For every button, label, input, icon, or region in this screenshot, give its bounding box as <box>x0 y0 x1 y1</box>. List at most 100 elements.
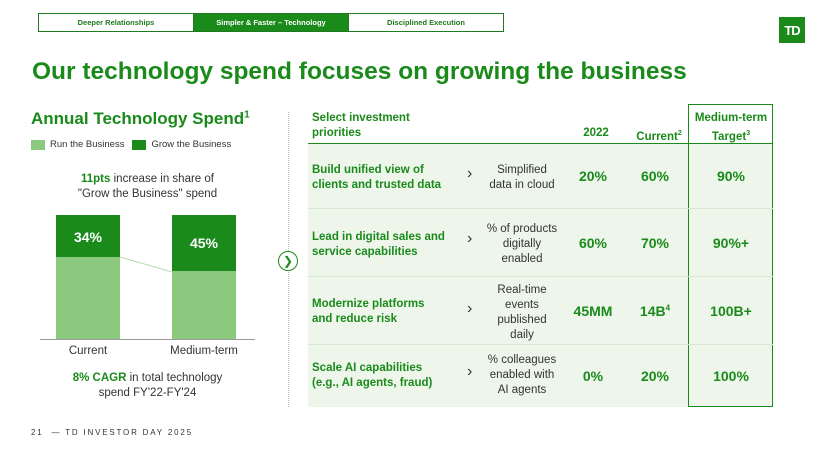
row-3-priority: Modernize platforms and reduce risk <box>312 297 424 327</box>
footer-text: — TD INVESTOR DAY 2025 <box>51 428 193 437</box>
row-2-metric-line-1: % of products <box>486 223 558 235</box>
row-4-priority-line-2: (e.g., AI agents, fraud) <box>312 377 433 389</box>
footer: 21 — TD INVESTOR DAY 2025 <box>31 428 193 437</box>
row-4-metric-line-2: enabled with <box>489 369 555 381</box>
header-current: Current2 <box>629 126 689 145</box>
header-target-footnote: 3 <box>746 130 751 137</box>
chevron-right-icon: › <box>467 230 473 247</box>
tab-deeper-relationships[interactable]: Deeper Relationships <box>39 14 194 31</box>
row-2-metric-line-3: enabled <box>501 253 543 265</box>
cagr-text-2: spend FY'22-FY'24 <box>98 387 197 399</box>
row-4-target: 100% <box>713 368 749 384</box>
row-2-priority-line-1: Lead in digital sales and <box>312 231 445 243</box>
row-4-priority-line-1: Scale AI capabilities <box>312 362 423 374</box>
row-1-current: 60% <box>640 168 670 184</box>
row-divider <box>308 276 773 277</box>
bar-current: 34% <box>56 215 120 339</box>
row-3-metric: Real-time events published daily <box>483 283 561 343</box>
cagr-highlight: 8% CAGR <box>72 372 127 384</box>
row-3-metric-line-3: published <box>497 314 547 326</box>
row-3-metric-line-1: Real-time <box>497 284 547 296</box>
header-priorities: Select investment priorities <box>312 111 410 141</box>
row-2-2022: 60% <box>578 235 608 251</box>
chart-baseline <box>40 339 255 340</box>
share-increase-highlight: 11pts <box>81 173 111 185</box>
row-1-metric-line-2: data in cloud <box>489 179 555 191</box>
chevron-right-icon: › <box>467 363 473 380</box>
row-2-priority: Lead in digital sales and service capabi… <box>312 230 445 260</box>
x-label-medium-term: Medium-term <box>170 345 238 357</box>
share-increase-text-1: increase in share of <box>110 173 214 185</box>
row-3-metric-line-4: daily <box>510 329 534 341</box>
page-number: 21 <box>31 428 44 437</box>
row-4-priority: Scale AI capabilities (e.g., AI agents, … <box>312 361 432 391</box>
header-target: Medium-term Target3 <box>690 111 772 145</box>
row-3-2022: 45MM <box>573 303 613 319</box>
row-1-priority: Build unified view of clients and truste… <box>312 163 441 193</box>
row-1-metric: Simplified data in cloud <box>483 163 561 193</box>
legend-swatch-run <box>31 139 45 150</box>
bar-current-run-segment <box>56 257 120 339</box>
tab-simpler-faster-technology[interactable]: Simpler & Faster – Technology <box>194 14 349 31</box>
priorities-table-body <box>308 144 773 407</box>
legend-swatch-grow <box>132 139 147 150</box>
annual-spend-title-text: Annual Technology Spend <box>31 109 245 128</box>
row-3-target: 100B+ <box>710 303 752 319</box>
row-3-priority-line-1: Modernize platforms <box>312 298 425 310</box>
header-target-line-1: Medium-term <box>694 112 768 124</box>
header-target-line-2: Target <box>711 130 747 143</box>
row-2-current: 70% <box>640 235 670 251</box>
header-2022: 2022 <box>583 127 609 139</box>
tab-disciplined-execution[interactable]: Disciplined Execution <box>387 18 465 27</box>
row-4-current: 20% <box>640 368 670 384</box>
row-4-metric: % colleagues enabled with AI agents <box>483 353 561 398</box>
footnote-marker: 1 <box>244 109 250 121</box>
row-divider <box>308 208 773 209</box>
row-3-current: 14B4 <box>625 303 685 319</box>
header-current-text: Current <box>636 130 678 143</box>
section-tabs: Deeper Relationships Simpler & Faster – … <box>38 13 504 32</box>
chevron-right-icon: › <box>467 165 473 182</box>
row-4-metric-line-1: % colleagues <box>487 354 557 366</box>
x-label-current: Current <box>68 345 108 357</box>
row-4-2022: 0% <box>582 368 604 384</box>
row-1-metric-line-1: Simplified <box>497 164 547 176</box>
row-2-priority-line-2: service capabilities <box>312 246 418 258</box>
td-logo: TD <box>779 17 805 43</box>
row-3-priority-line-2: and reduce risk <box>312 313 398 325</box>
row-3-current-value: 14B <box>639 303 666 319</box>
row-2-target: 90%+ <box>712 235 750 251</box>
bar-connector <box>120 256 172 273</box>
chevron-right-icon: › <box>467 300 473 317</box>
bar-medium-term-run-segment <box>172 271 236 339</box>
row-1-target: 90% <box>716 168 746 184</box>
cagr-note: 8% CAGR in total technology spend FY'22-… <box>40 371 255 401</box>
target-column-highlight <box>688 104 773 407</box>
header-priorities-line-2: priorities <box>312 127 362 139</box>
share-increase-note: 11pts increase in share of "Grow the Bus… <box>40 172 255 202</box>
annual-spend-title: Annual Technology Spend1 <box>31 109 250 129</box>
row-1-priority-line-2: clients and trusted data <box>312 179 442 191</box>
legend-label-grow: Grow the Business <box>151 139 232 150</box>
header-rule <box>308 143 773 144</box>
chart-legend: Run the Business Grow the Business <box>31 139 239 150</box>
row-2-metric-line-2: digitally <box>502 238 542 250</box>
chevron-right-icon[interactable]: ❯ <box>278 251 298 271</box>
row-3-current-footnote: 4 <box>665 303 671 313</box>
bar-medium-term: 45% <box>172 215 236 339</box>
legend-label-run: Run the Business <box>50 139 125 150</box>
header-current-footnote: 2 <box>677 130 682 137</box>
header-priorities-line-1: Select investment <box>312 112 410 124</box>
bar-medium-term-grow-segment: 45% <box>172 215 236 271</box>
row-1-priority-line-1: Build unified view of <box>312 164 424 176</box>
bar-current-grow-segment: 34% <box>56 215 120 257</box>
row-3-metric-line-2: events <box>505 299 539 311</box>
row-4-metric-line-3: AI agents <box>497 384 547 396</box>
cagr-text-1: in total technology <box>126 372 223 384</box>
share-increase-text-2: "Grow the Business" spend <box>77 188 218 200</box>
bar-medium-term-grow-label: 45% <box>189 235 219 251</box>
row-divider <box>308 344 773 345</box>
row-2-metric: % of products digitally enabled <box>483 222 561 267</box>
page-title: Our technology spend focuses on growing … <box>32 58 687 85</box>
bar-current-grow-label: 34% <box>73 229 103 245</box>
